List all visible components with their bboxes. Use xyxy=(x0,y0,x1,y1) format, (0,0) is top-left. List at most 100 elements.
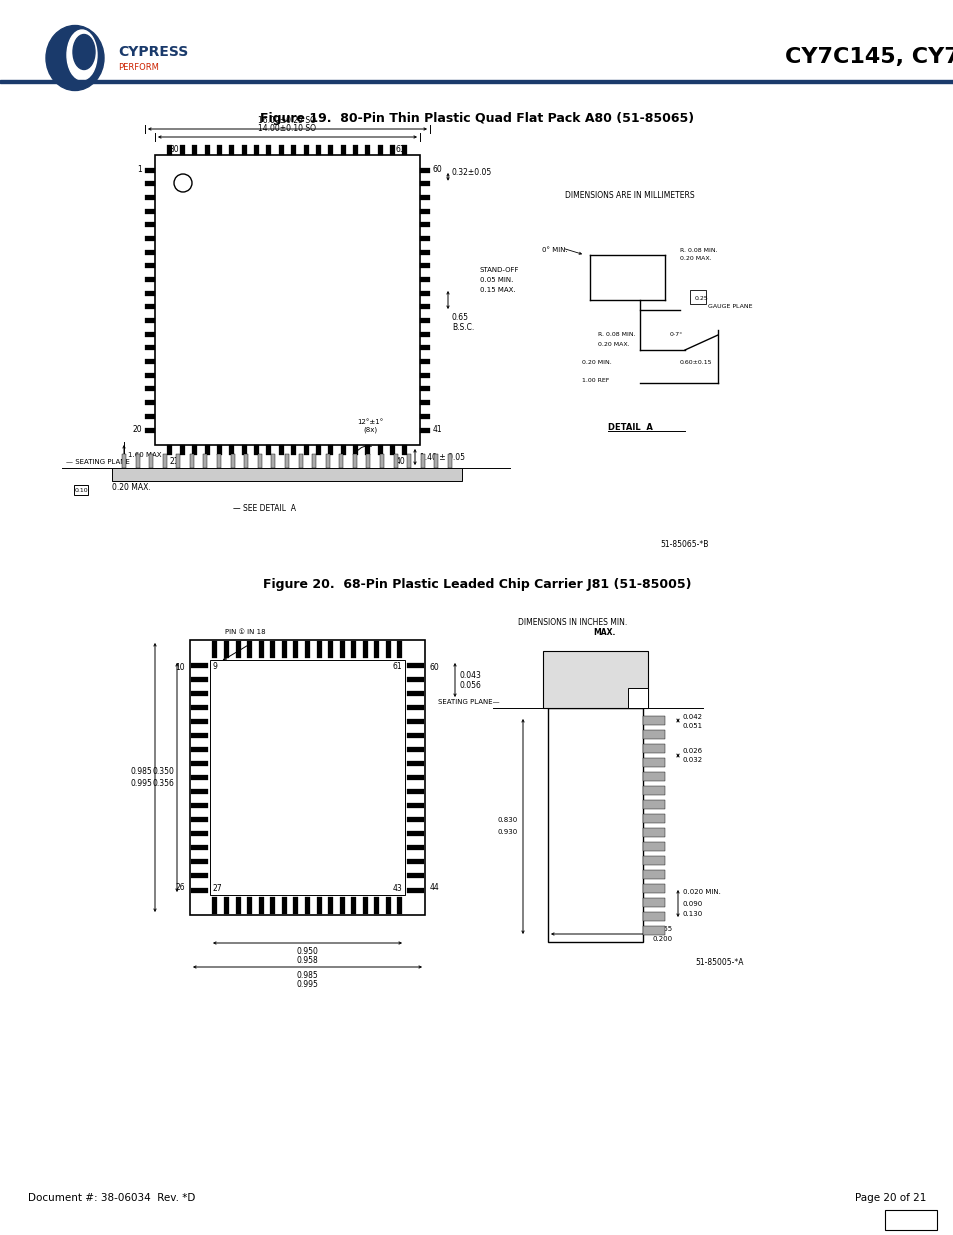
Bar xyxy=(420,454,424,468)
Text: 1.60 MAX: 1.60 MAX xyxy=(128,452,161,458)
Bar xyxy=(407,873,423,878)
Bar xyxy=(419,359,430,364)
Text: 20: 20 xyxy=(132,426,142,435)
Text: 12°±1°
(8x): 12°±1° (8x) xyxy=(356,420,383,433)
Bar xyxy=(386,897,391,914)
Bar xyxy=(217,454,221,468)
Bar xyxy=(328,445,333,454)
Ellipse shape xyxy=(46,26,104,90)
Bar xyxy=(642,772,664,781)
Bar xyxy=(247,897,252,914)
Bar xyxy=(407,831,423,836)
Bar xyxy=(328,897,333,914)
Text: 0-7°: 0-7° xyxy=(669,332,682,337)
Bar xyxy=(642,800,664,809)
Bar xyxy=(303,144,308,156)
Text: STAND-OFF: STAND-OFF xyxy=(479,267,519,273)
Bar xyxy=(213,641,217,658)
Bar xyxy=(229,445,234,454)
Text: SEATING PLANE—: SEATING PLANE— xyxy=(437,699,499,705)
Bar xyxy=(285,454,289,468)
Bar xyxy=(316,897,321,914)
Bar xyxy=(145,400,154,405)
Bar xyxy=(204,445,210,454)
Bar xyxy=(642,758,664,767)
Bar xyxy=(191,719,208,724)
Bar xyxy=(386,641,391,658)
Bar xyxy=(407,776,423,781)
Bar xyxy=(180,144,185,156)
Bar xyxy=(168,144,172,156)
Bar xyxy=(294,641,298,658)
Bar xyxy=(112,468,461,480)
Bar xyxy=(419,195,430,200)
Bar xyxy=(191,747,208,752)
Text: 0.958: 0.958 xyxy=(296,956,318,965)
Bar xyxy=(278,445,284,454)
Bar xyxy=(270,897,275,914)
Text: 0.350: 0.350 xyxy=(152,767,173,776)
Bar xyxy=(627,688,647,708)
Bar xyxy=(191,776,208,781)
Bar xyxy=(270,641,275,658)
Text: 0.200: 0.200 xyxy=(652,936,673,942)
Bar xyxy=(145,182,154,186)
Text: 0.026: 0.026 xyxy=(682,748,702,755)
Bar xyxy=(281,641,287,658)
Bar xyxy=(258,641,263,658)
Bar xyxy=(191,860,208,864)
Bar xyxy=(407,747,423,752)
Bar xyxy=(419,249,430,254)
Text: 0.65: 0.65 xyxy=(452,314,469,322)
Bar xyxy=(257,454,261,468)
Bar xyxy=(145,263,154,268)
Bar xyxy=(642,743,664,753)
Bar xyxy=(145,304,154,309)
Text: R. 0.08 MIN.: R. 0.08 MIN. xyxy=(679,247,717,252)
Bar xyxy=(642,814,664,823)
Text: 0.165: 0.165 xyxy=(652,926,673,932)
Bar xyxy=(379,454,384,468)
Bar xyxy=(145,332,154,337)
Bar xyxy=(316,641,321,658)
Text: 0.830: 0.830 xyxy=(497,818,517,824)
Text: 43: 43 xyxy=(392,884,401,893)
Bar xyxy=(224,897,229,914)
Bar xyxy=(191,789,208,794)
Bar xyxy=(191,845,208,851)
Text: 0.32±0.05: 0.32±0.05 xyxy=(452,168,492,178)
Text: 51-85065-*B: 51-85065-*B xyxy=(659,540,708,550)
Bar xyxy=(191,662,208,667)
Bar xyxy=(407,888,423,893)
Bar xyxy=(145,359,154,364)
Bar xyxy=(419,373,430,378)
Bar xyxy=(213,897,217,914)
Bar xyxy=(145,249,154,254)
Bar xyxy=(229,144,234,156)
Bar xyxy=(210,659,405,895)
Bar xyxy=(291,445,295,454)
Text: 16.00±0.25 SO: 16.00±0.25 SO xyxy=(258,116,316,125)
Bar xyxy=(642,926,664,935)
Bar xyxy=(390,144,395,156)
Bar xyxy=(145,277,154,282)
Bar xyxy=(122,454,126,468)
Bar xyxy=(407,789,423,794)
Bar xyxy=(402,445,407,454)
Bar xyxy=(353,144,357,156)
Bar xyxy=(235,641,240,658)
Bar xyxy=(419,290,430,295)
Bar xyxy=(642,856,664,864)
Text: 0.10: 0.10 xyxy=(74,488,88,493)
Bar xyxy=(168,445,172,454)
Text: 0.950: 0.950 xyxy=(296,947,318,956)
Text: 44: 44 xyxy=(430,883,439,892)
Bar xyxy=(642,716,664,725)
Bar xyxy=(884,1210,936,1230)
Bar xyxy=(328,144,333,156)
Bar xyxy=(407,454,411,468)
Text: 0.995: 0.995 xyxy=(296,981,318,989)
Bar xyxy=(434,454,438,468)
Bar xyxy=(374,641,379,658)
Bar xyxy=(203,454,208,468)
